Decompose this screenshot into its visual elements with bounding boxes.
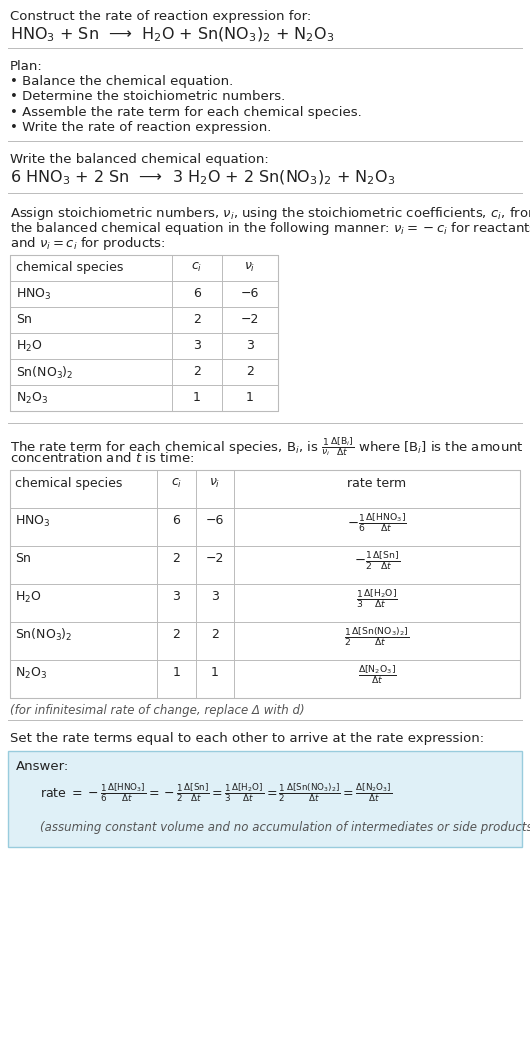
Text: Write the balanced chemical equation:: Write the balanced chemical equation: — [10, 153, 269, 166]
Text: Sn: Sn — [16, 313, 32, 326]
Text: 2: 2 — [173, 629, 180, 641]
Text: −2: −2 — [241, 313, 259, 326]
Text: 1: 1 — [211, 666, 219, 680]
Text: the balanced chemical equation in the following manner: $\nu_i = -c_i$ for react: the balanced chemical equation in the fo… — [10, 220, 530, 237]
Text: $\nu_i$: $\nu_i$ — [244, 262, 255, 274]
Text: $\frac{1}{3}\frac{\Delta[\mathrm{H_2O}]}{\Delta t}$: $\frac{1}{3}\frac{\Delta[\mathrm{H_2O}]}… — [356, 588, 398, 611]
Text: Plan:: Plan: — [10, 60, 43, 72]
Text: 2: 2 — [211, 629, 219, 641]
Text: 1: 1 — [193, 391, 201, 404]
Text: (for infinitesimal rate of change, replace Δ with d): (for infinitesimal rate of change, repla… — [10, 704, 305, 717]
Text: rate term: rate term — [348, 477, 407, 490]
Text: • Write the rate of reaction expression.: • Write the rate of reaction expression. — [10, 121, 271, 135]
Text: $-\frac{1}{6}\frac{\Delta[\mathrm{HNO_3}]}{\Delta t}$: $-\frac{1}{6}\frac{\Delta[\mathrm{HNO_3}… — [347, 511, 407, 535]
Text: 6 HNO$_3$ + 2 Sn  ⟶  3 H$_2$O + 2 Sn(NO$_3$)$_2$ + N$_2$O$_3$: 6 HNO$_3$ + 2 Sn ⟶ 3 H$_2$O + 2 Sn(NO$_3… — [10, 168, 395, 187]
Text: $c_i$: $c_i$ — [191, 262, 202, 274]
Text: and $\nu_i = c_i$ for products:: and $\nu_i = c_i$ for products: — [10, 235, 165, 252]
Text: 6: 6 — [173, 515, 180, 527]
Text: • Balance the chemical equation.: • Balance the chemical equation. — [10, 75, 233, 88]
Text: $\frac{\Delta[\mathrm{N_2O_3}]}{\Delta t}$: $\frac{\Delta[\mathrm{N_2O_3}]}{\Delta t… — [358, 663, 396, 686]
Text: HNO$_3$: HNO$_3$ — [15, 514, 50, 528]
Text: Answer:: Answer: — [16, 760, 69, 773]
Text: (assuming constant volume and no accumulation of intermediates or side products): (assuming constant volume and no accumul… — [40, 821, 530, 835]
Text: Sn: Sn — [15, 552, 31, 566]
Text: $c_i$: $c_i$ — [171, 477, 182, 491]
Text: $\frac{1}{2}\frac{\Delta[\mathrm{Sn(NO_3)_2}]}{\Delta t}$: $\frac{1}{2}\frac{\Delta[\mathrm{Sn(NO_3… — [344, 626, 410, 649]
Text: $\nu_i$: $\nu_i$ — [209, 477, 220, 491]
Text: Set the rate terms equal to each other to arrive at the rate expression:: Set the rate terms equal to each other t… — [10, 732, 484, 745]
Text: 2: 2 — [173, 552, 180, 566]
Text: N$_2$O$_3$: N$_2$O$_3$ — [15, 665, 47, 681]
Text: Assign stoichiometric numbers, $\nu_i$, using the stoichiometric coefficients, $: Assign stoichiometric numbers, $\nu_i$, … — [10, 205, 530, 222]
Text: concentration and $t$ is time:: concentration and $t$ is time: — [10, 451, 194, 464]
Bar — [10, 470, 520, 698]
Text: 6: 6 — [193, 287, 201, 300]
Bar — [10, 255, 278, 411]
Text: 1: 1 — [246, 391, 254, 404]
Text: Sn(NO$_3$)$_2$: Sn(NO$_3$)$_2$ — [16, 365, 74, 381]
Text: N$_2$O$_3$: N$_2$O$_3$ — [16, 391, 48, 406]
Text: 3: 3 — [246, 339, 254, 353]
Text: HNO$_3$: HNO$_3$ — [16, 287, 51, 302]
Text: 3: 3 — [193, 339, 201, 353]
Text: 3: 3 — [211, 591, 219, 604]
Text: 2: 2 — [193, 313, 201, 326]
Text: • Determine the stoichiometric numbers.: • Determine the stoichiometric numbers. — [10, 91, 285, 104]
Text: 3: 3 — [173, 591, 180, 604]
Text: −6: −6 — [206, 515, 224, 527]
Text: chemical species: chemical species — [15, 477, 122, 490]
Text: 1: 1 — [173, 666, 180, 680]
Text: Construct the rate of reaction expression for:: Construct the rate of reaction expressio… — [10, 10, 311, 23]
Text: 2: 2 — [246, 365, 254, 378]
Bar — [8, 751, 522, 846]
Text: • Assemble the rate term for each chemical species.: • Assemble the rate term for each chemic… — [10, 106, 362, 119]
Text: H$_2$O: H$_2$O — [16, 339, 42, 355]
Text: rate $= -\frac{1}{6}\frac{\Delta[\mathrm{HNO_3}]}{\Delta t} = -\frac{1}{2}\frac{: rate $= -\frac{1}{6}\frac{\Delta[\mathrm… — [40, 781, 392, 804]
Text: Sn(NO$_3$)$_2$: Sn(NO$_3$)$_2$ — [15, 627, 73, 643]
Text: The rate term for each chemical species, B$_i$, is $\frac{1}{\nu_i}\frac{\Delta[: The rate term for each chemical species,… — [10, 435, 524, 458]
Text: chemical species: chemical species — [16, 262, 123, 274]
Text: −2: −2 — [206, 552, 224, 566]
Text: 2: 2 — [193, 365, 201, 378]
Text: $-\frac{1}{2}\frac{\Delta[\mathrm{Sn}]}{\Delta t}$: $-\frac{1}{2}\frac{\Delta[\mathrm{Sn}]}{… — [354, 550, 400, 572]
Text: H$_2$O: H$_2$O — [15, 590, 41, 605]
Text: −6: −6 — [241, 287, 259, 300]
Text: HNO$_3$ + Sn  ⟶  H$_2$O + Sn(NO$_3$)$_2$ + N$_2$O$_3$: HNO$_3$ + Sn ⟶ H$_2$O + Sn(NO$_3$)$_2$ +… — [10, 25, 334, 44]
